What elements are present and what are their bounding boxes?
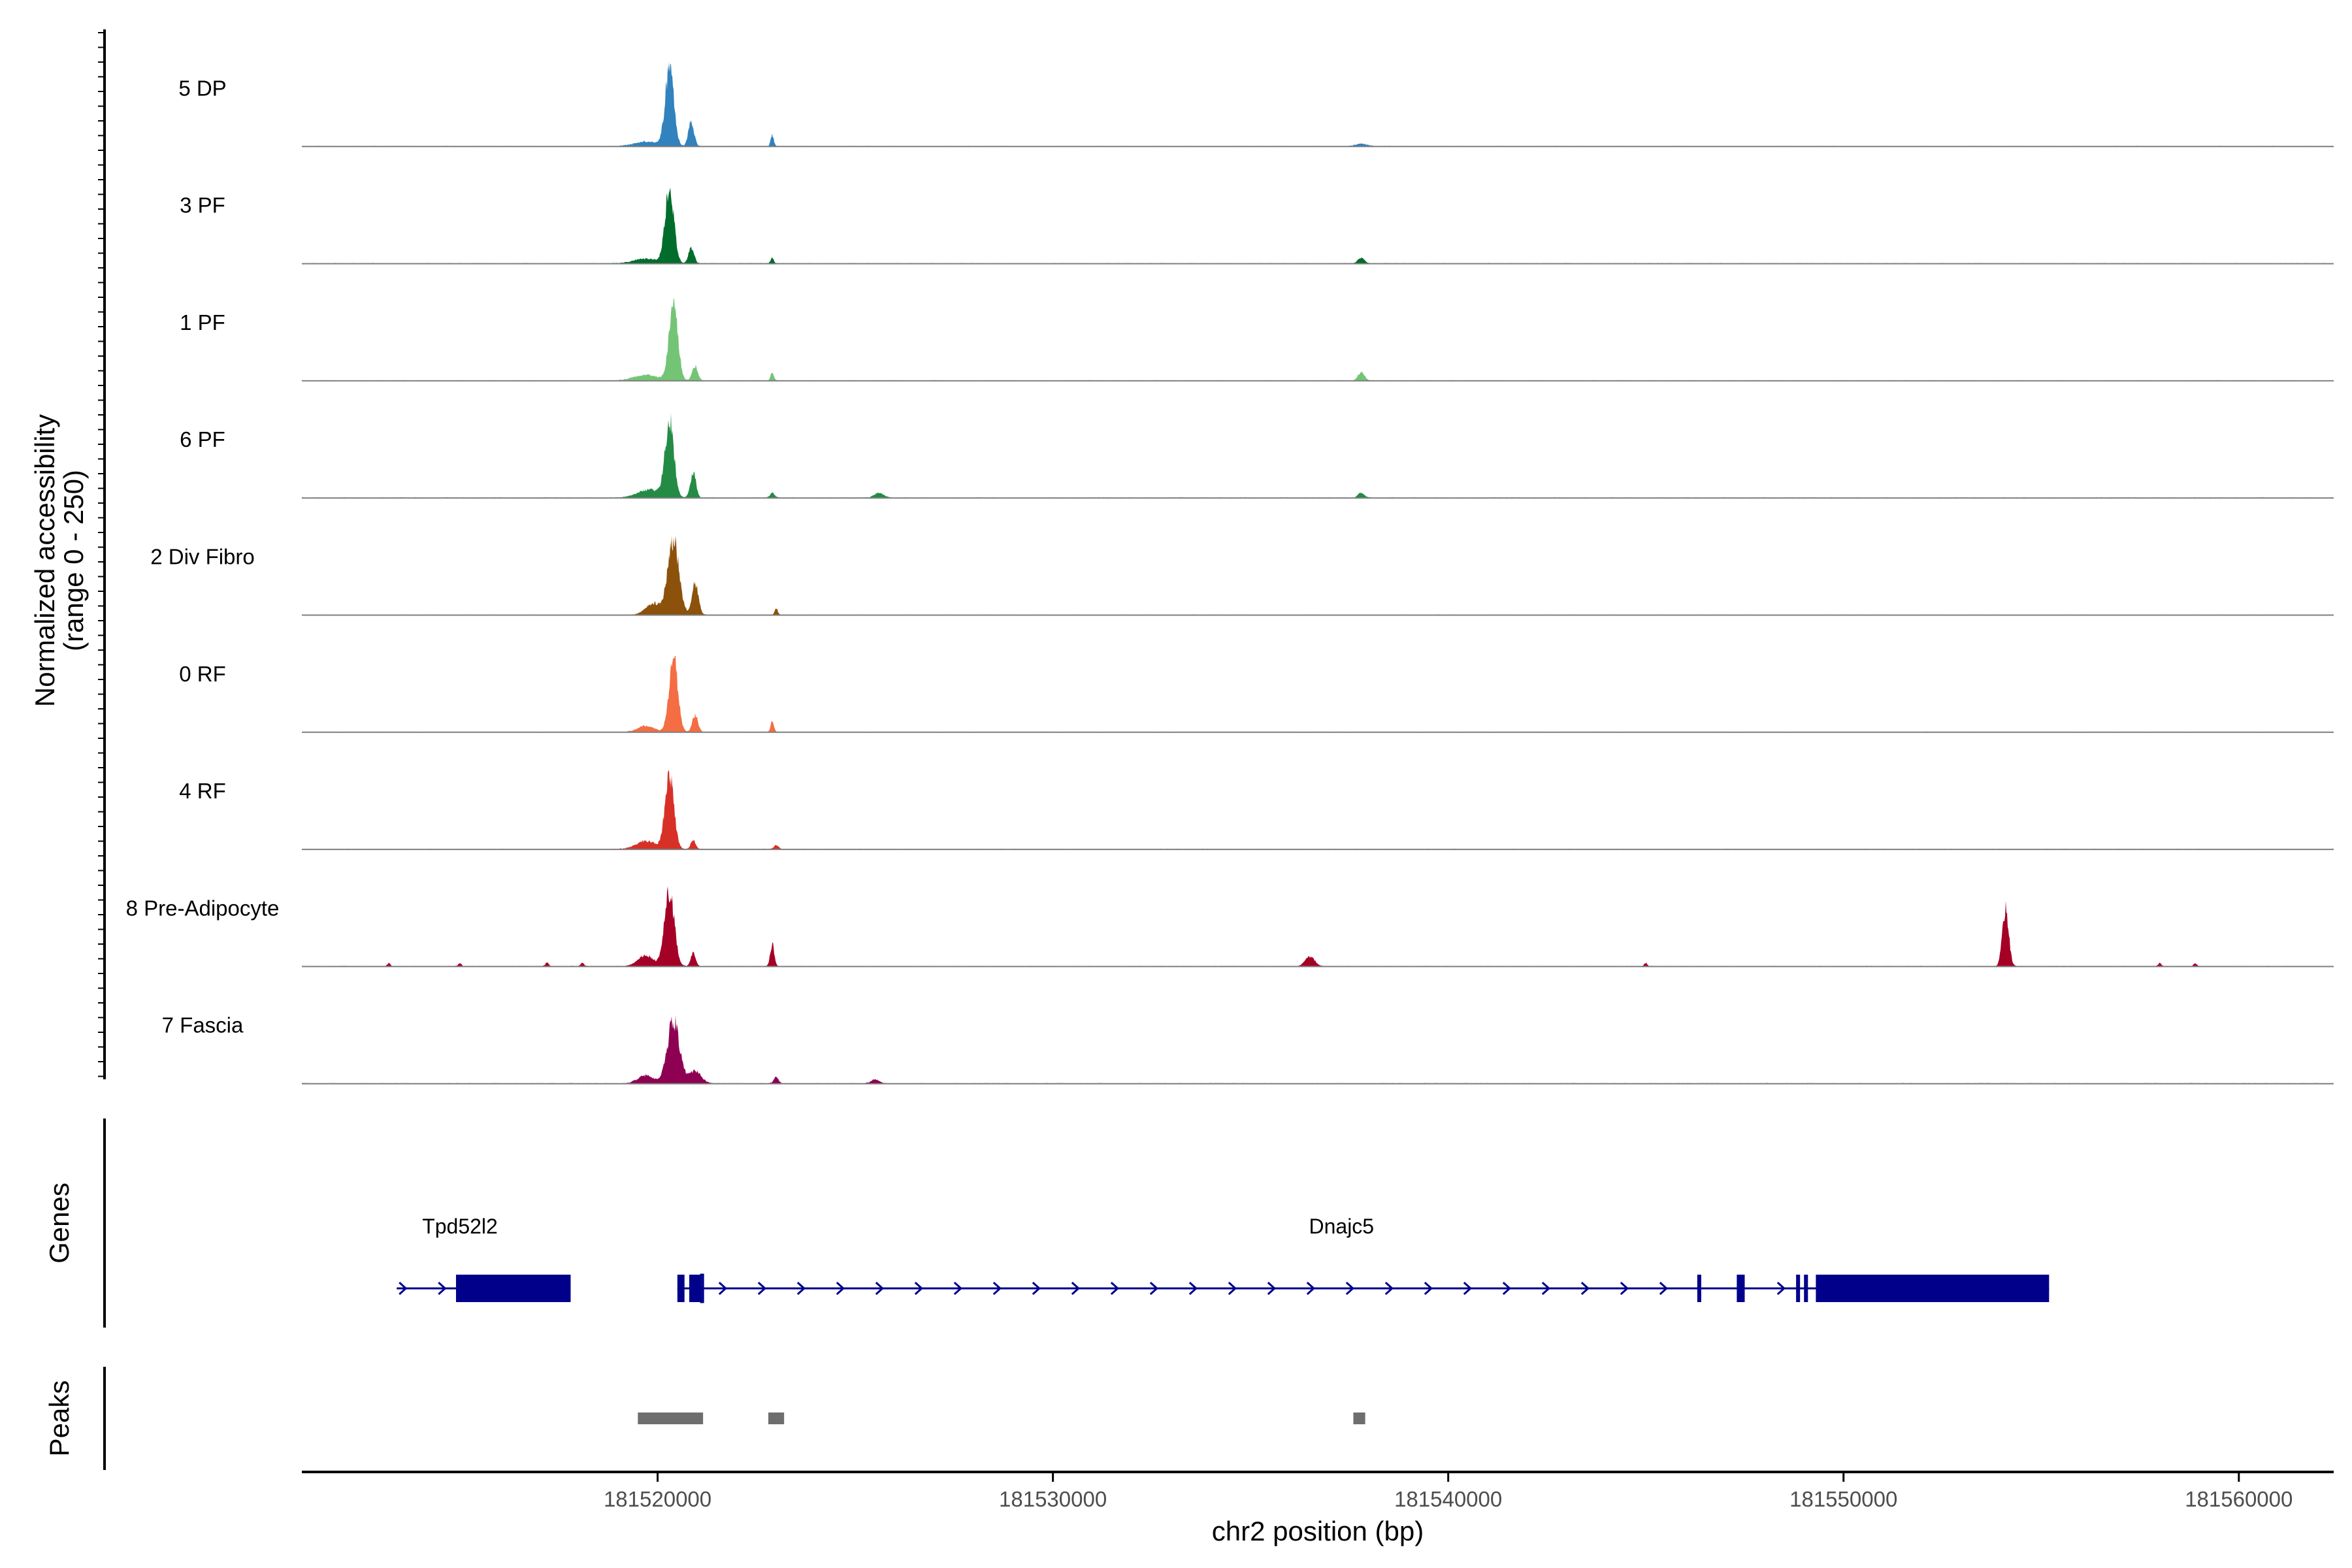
strand-arrow xyxy=(399,1281,408,1296)
strand-arrow xyxy=(1228,1281,1237,1296)
coverage-area xyxy=(302,1015,2334,1084)
peaks-track-title: Peaks xyxy=(44,1380,74,1457)
coverage-track: 1 PF xyxy=(180,298,2334,382)
x-axis: 181520000 181530000 181540000 181550000 1815… xyxy=(302,1471,2334,1511)
y-axis-subtitle: (range 0 - 250) xyxy=(58,470,89,651)
strand-arrow xyxy=(1580,1281,1590,1296)
track-label: 2 Div Fibro xyxy=(150,545,255,569)
coverage-track: 4 RF xyxy=(179,770,2334,851)
strand-arrow xyxy=(1071,1281,1081,1296)
track-label: 4 RF xyxy=(179,779,226,803)
strand-arrow xyxy=(1149,1281,1159,1296)
peak-region xyxy=(768,1413,785,1424)
strand-arrow xyxy=(1463,1281,1473,1296)
coverage-area xyxy=(302,61,2334,147)
exon xyxy=(1796,1275,1801,1302)
exon xyxy=(1697,1275,1701,1302)
genes-panel: Tpd52l2 Dnajc5 xyxy=(397,1215,2050,1303)
coverage-area xyxy=(302,536,2334,615)
strand-arrow xyxy=(1659,1281,1669,1296)
coverage-area xyxy=(302,412,2334,498)
strand-arrow xyxy=(757,1281,767,1296)
strand-arrow xyxy=(1306,1281,1316,1296)
coverage-track: 7 Fascia xyxy=(162,1013,2334,1085)
y-axis-title: Normalized accessibility xyxy=(29,414,60,707)
strand-arrow xyxy=(438,1281,447,1296)
strand-arrow xyxy=(914,1281,924,1296)
track-label: 3 PF xyxy=(180,193,225,218)
coverage-area xyxy=(302,886,2334,967)
genes-track-title: Genes xyxy=(44,1183,74,1264)
strand-arrow xyxy=(1032,1281,1041,1296)
strand-arrow xyxy=(953,1281,963,1296)
strand-arrow xyxy=(836,1281,845,1296)
coverage-track: 6 PF xyxy=(180,412,2334,499)
x-axis-title: chr2 position (bp) xyxy=(1212,1516,1424,1546)
coverage-track: 0 RF xyxy=(179,655,2334,733)
track-label: 0 RF xyxy=(179,662,226,686)
x-tick-label: 181520000 xyxy=(604,1487,711,1511)
coverage-panel: 5 DP 3 PF 1 PF 6 PF 2 Div Fibro 0 RF 4 RF 8 Pre… xyxy=(126,61,2334,1085)
track-label: 6 PF xyxy=(180,427,225,451)
gene-model: Tpd52l2 xyxy=(397,1215,571,1302)
exon xyxy=(455,1275,571,1302)
coverage-area xyxy=(302,655,2334,732)
track-label: 1 PF xyxy=(180,310,225,335)
strand-arrow xyxy=(1384,1281,1394,1296)
gene-model: Dnajc5 xyxy=(677,1215,2050,1303)
coverage-area xyxy=(302,298,2334,381)
utr xyxy=(700,1273,704,1303)
strand-arrow xyxy=(718,1281,728,1296)
strand-arrow xyxy=(1267,1281,1277,1296)
strand-arrow xyxy=(1502,1281,1512,1296)
coverage-track: 3 PF xyxy=(180,188,2334,265)
exon xyxy=(677,1275,685,1302)
exon xyxy=(689,1275,700,1302)
coverage-track: 5 DP xyxy=(178,61,2334,148)
strand-arrow xyxy=(1620,1281,1629,1296)
y-axis xyxy=(98,29,106,1079)
coverage-area xyxy=(302,188,2334,264)
strand-arrow xyxy=(1345,1281,1355,1296)
strand-arrow xyxy=(992,1281,1002,1296)
track-label: 8 Pre-Adipocyte xyxy=(126,896,280,920)
coverage-track: 8 Pre-Adipocyte xyxy=(126,886,2334,968)
x-tick-label: 181560000 xyxy=(2185,1487,2293,1511)
strand-arrow xyxy=(1110,1281,1120,1296)
strand-arrow xyxy=(1541,1281,1551,1296)
exon xyxy=(1816,1275,2050,1302)
strand-arrow xyxy=(1188,1281,1198,1296)
peak-region xyxy=(1353,1413,1365,1424)
gene-label: Tpd52l2 xyxy=(422,1215,498,1238)
exon xyxy=(1804,1275,1808,1302)
strand-arrow xyxy=(875,1281,885,1296)
peak-region xyxy=(638,1413,704,1424)
peaks-panel xyxy=(638,1413,1365,1424)
x-tick-label: 181540000 xyxy=(1394,1487,1502,1511)
exon xyxy=(1737,1275,1745,1302)
x-tick-label: 181550000 xyxy=(1789,1487,1897,1511)
strand-arrow xyxy=(1776,1281,1786,1296)
gene-label: Dnajc5 xyxy=(1309,1215,1374,1238)
strand-arrow xyxy=(796,1281,806,1296)
coverage-area xyxy=(302,770,2334,850)
strand-arrow xyxy=(1424,1281,1433,1296)
track-label: 5 DP xyxy=(178,76,226,100)
coverage-track: 2 Div Fibro xyxy=(150,536,2334,616)
x-tick-label: 181530000 xyxy=(999,1487,1107,1511)
track-label: 7 Fascia xyxy=(162,1013,244,1037)
